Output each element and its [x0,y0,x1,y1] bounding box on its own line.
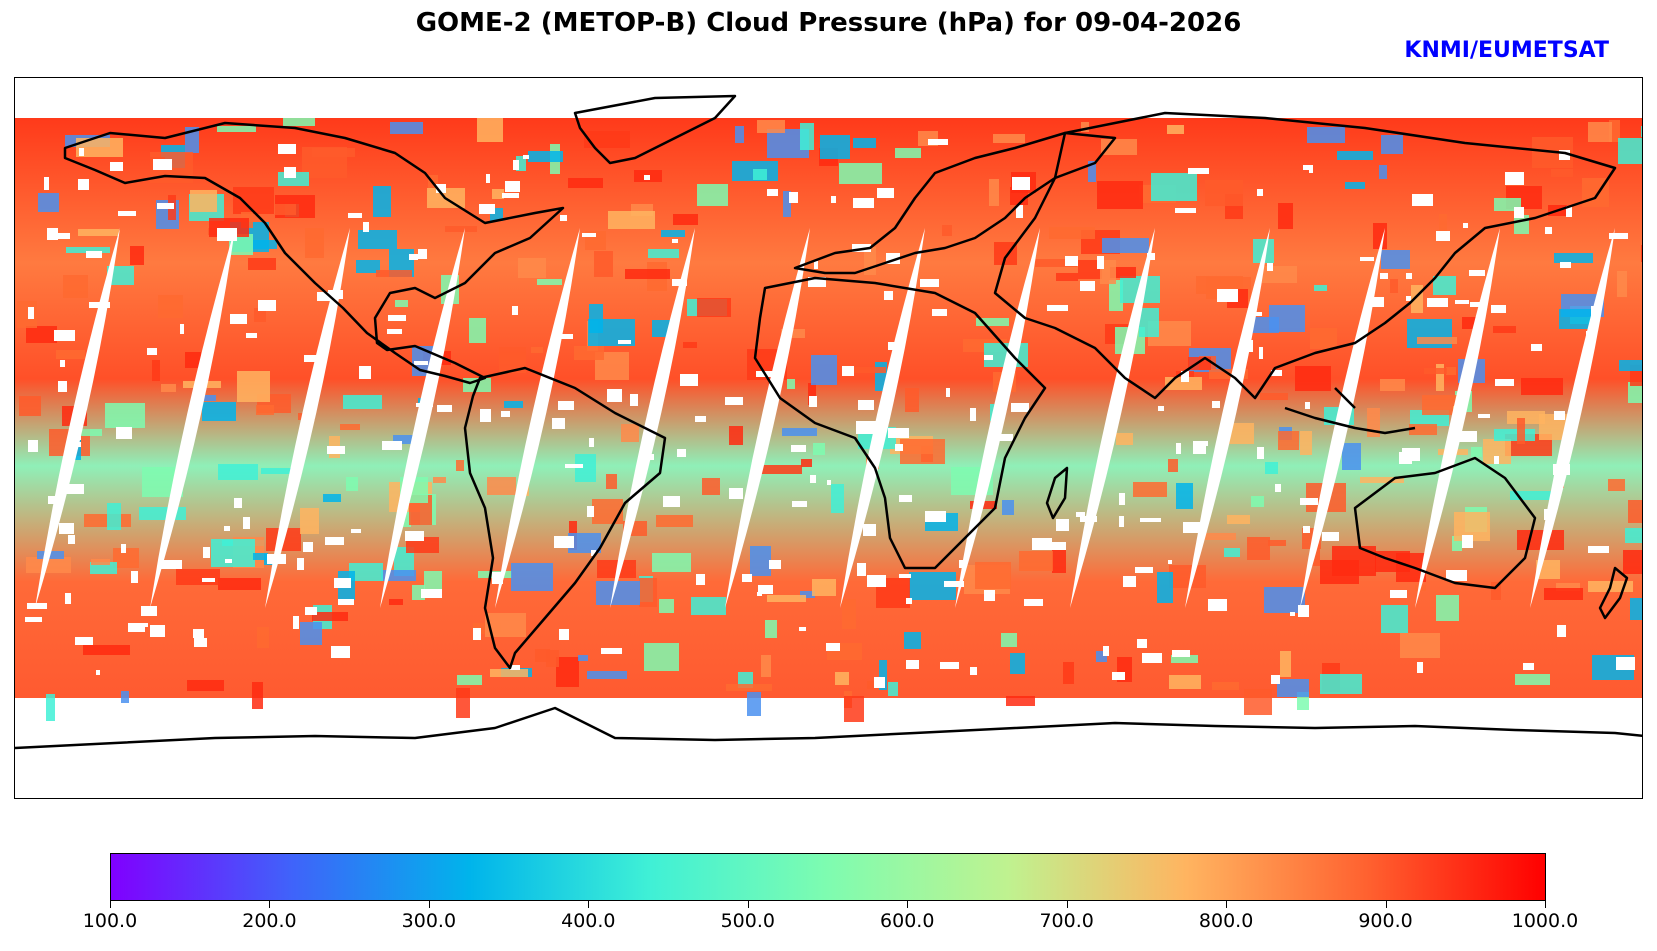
colorbar-tick [1385,901,1387,908]
colorbar-tick [1545,901,1546,908]
coastline-antarctica [15,706,1642,750]
orbit-gap-layer [35,228,1615,608]
colorbar-tick-label: 800.0 [1198,910,1254,932]
coastline-africa [753,276,1047,570]
chart-title: GOME-2 (METOP-B) Cloud Pressure (hPa) fo… [415,8,1242,38]
coastline-new-zealand [1598,566,1629,620]
coastline-madagascar [1045,466,1069,520]
colorbar-tick-label: 600.0 [880,910,935,932]
colorbar-tick [1226,901,1228,908]
colorbar-tick [907,901,909,908]
coastline-asia [993,111,1617,400]
colorbar-tick-label: 1000.0 [1511,910,1579,932]
colorbar-tick-label: 500.0 [720,910,775,932]
credit-label: KNMI/EUMETSAT [1404,38,1609,63]
coastline-indonesia [1284,387,1416,435]
colorbar-tick-label: 400.0 [561,910,616,932]
colorbar-tick-label: 300.0 [401,910,457,932]
colorbar-tick [747,901,749,908]
colorbar-tick [269,901,271,908]
coastline-south-america [463,366,667,670]
coastline-australia [1353,456,1537,590]
colorbar-tick [1066,901,1068,908]
colorbar [110,853,1546,901]
coastline-greenland [573,94,737,165]
colorbar-tick-label: 200.0 [242,910,297,932]
satellite-swath-layer [15,118,1642,722]
colorbar-tick-label: 100.0 [82,910,138,932]
coastline-north-america [63,121,565,385]
colorbar-tick [588,901,590,908]
coastline-europe [793,131,1117,275]
coastline-layer [15,94,1642,750]
map-canvas [15,94,1642,750]
map-panel [14,77,1643,799]
colorbar-tick [110,901,111,908]
colorbar-tick-label: 700.0 [1039,910,1094,932]
colorbar-tick-label: 900.0 [1358,910,1413,932]
colorbar-tick [428,901,430,908]
